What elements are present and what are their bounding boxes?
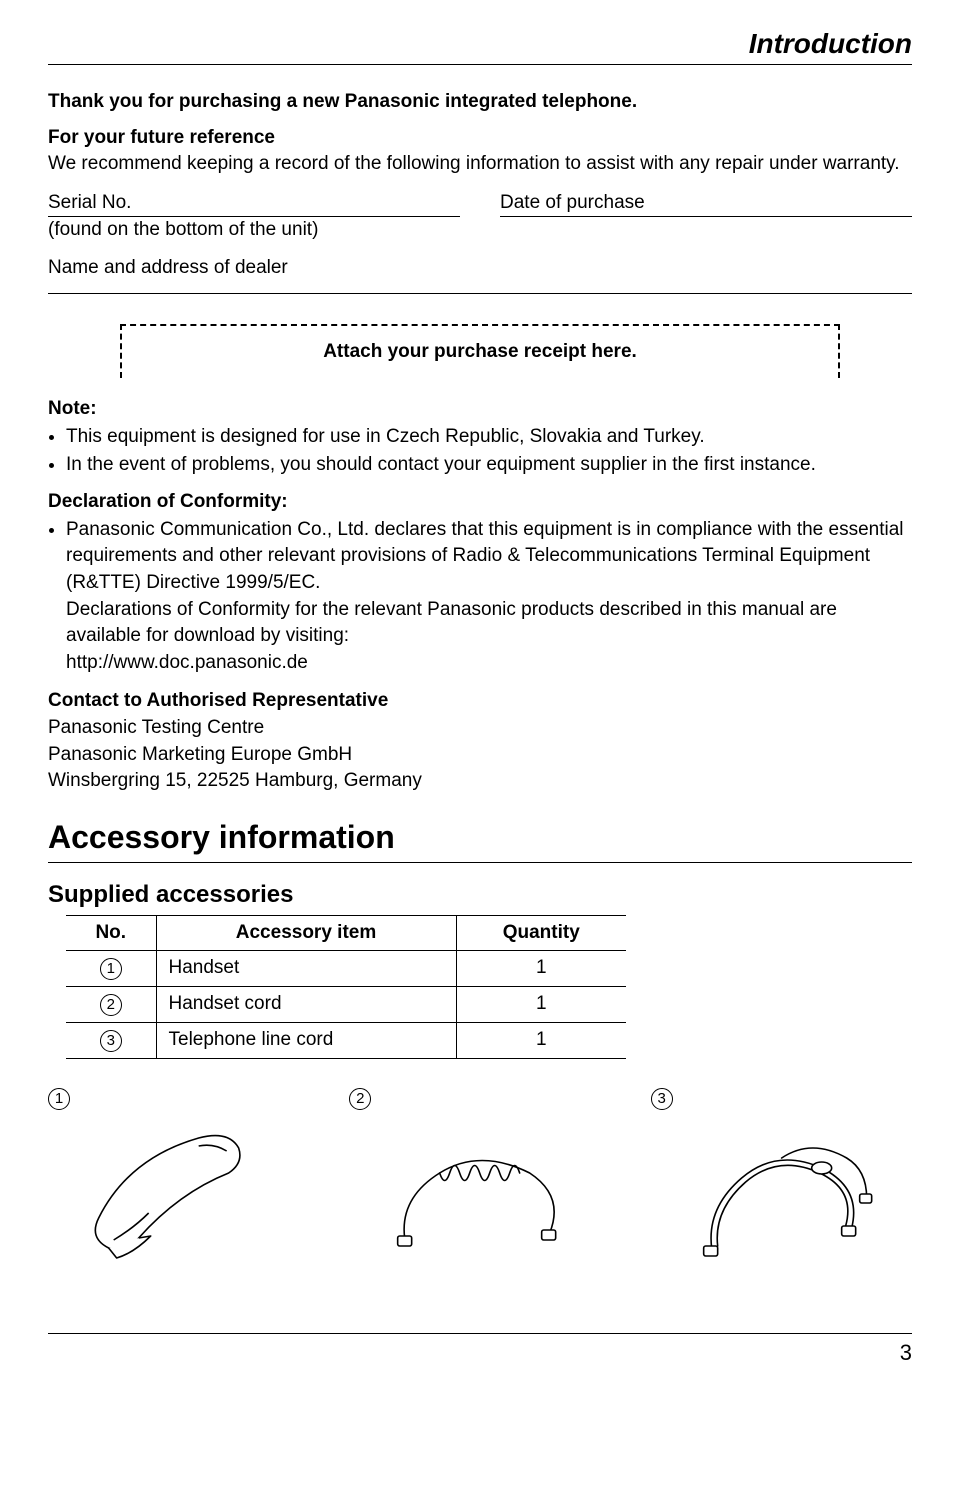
illustration-row: 1 2 3 — [48, 1087, 912, 1273]
serial-no-label: Serial No. — [48, 192, 131, 214]
note-list: This equipment is designed for use in Cz… — [48, 424, 912, 479]
table-row: 1 Handset 1 — [66, 950, 626, 986]
serial-no-field: Serial No. — [48, 192, 460, 217]
illus-label-2: 2 — [349, 1088, 371, 1110]
date-of-purchase-field: Date of purchase — [500, 192, 912, 217]
date-of-purchase-label: Date of purchase — [500, 192, 645, 214]
row-qty: 1 — [456, 950, 626, 986]
contact-line: Panasonic Marketing Europe GmbH — [48, 742, 912, 769]
contact-line: Winsbergring 15, 22525 Hamburg, Germany — [48, 768, 912, 795]
contact-block: Contact to Authorised Representative Pan… — [48, 688, 912, 794]
illus-label-3: 3 — [651, 1088, 673, 1110]
table-row: 2 Handset cord 1 — [66, 986, 626, 1022]
illus-label-1: 1 — [48, 1088, 70, 1110]
title-rule: Introduction — [48, 28, 912, 65]
declaration-url: http://www.doc.panasonic.de — [66, 652, 308, 673]
dealer-label: Name and address of dealer — [48, 257, 288, 278]
footer-rule — [48, 1333, 912, 1334]
receipt-attachment-box: Attach your purchase receipt here. — [120, 324, 840, 378]
supplied-accessories-heading: Supplied accessories — [48, 881, 912, 909]
col-qty: Quantity — [456, 915, 626, 950]
row-qty: 1 — [456, 1022, 626, 1058]
note-item: In the event of problems, you should con… — [66, 452, 912, 479]
handset-cord-icon — [349, 1118, 610, 1268]
contact-heading: Contact to Authorised Representative — [48, 688, 912, 715]
note-item: This equipment is designed for use in Cz… — [66, 424, 912, 451]
thank-you-line: Thank you for purchasing a new Panasonic… — [48, 91, 912, 113]
handset-icon — [48, 1118, 309, 1268]
page-number: 3 — [48, 1340, 912, 1366]
row-no: 1 — [100, 958, 122, 980]
declaration-para1: Panasonic Communication Co., Ltd. declar… — [66, 519, 904, 593]
row-no: 2 — [100, 994, 122, 1016]
future-reference-heading: For your future reference — [48, 127, 912, 149]
row-item: Handset — [156, 950, 456, 986]
dealer-name-field: Name and address of dealer — [48, 257, 912, 294]
row-item: Handset cord — [156, 986, 456, 1022]
future-reference-body: We recommend keeping a record of the fol… — [48, 151, 912, 178]
record-fields-row: Serial No. (found on the bottom of the u… — [48, 192, 912, 241]
page-footer: 3 — [48, 1333, 912, 1366]
note-heading: Note: — [48, 398, 912, 420]
accessories-table: No. Accessory item Quantity 1 Handset 1 … — [66, 915, 626, 1059]
row-item: Telephone line cord — [156, 1022, 456, 1058]
col-no: No. — [66, 915, 156, 950]
col-item: Accessory item — [156, 915, 456, 950]
declaration-item: Panasonic Communication Co., Ltd. declar… — [66, 517, 912, 677]
row-no: 3 — [100, 1030, 122, 1052]
accessory-info-heading: Accessory information — [48, 819, 912, 863]
declaration-heading: Declaration of Conformity: — [48, 491, 912, 513]
table-row: 3 Telephone line cord 1 — [66, 1022, 626, 1058]
declaration-list: Panasonic Communication Co., Ltd. declar… — [48, 517, 912, 677]
receipt-text: Attach your purchase receipt here. — [323, 341, 637, 363]
declaration-para2: Declarations of Conformity for the relev… — [66, 599, 837, 647]
table-header-row: No. Accessory item Quantity — [66, 915, 626, 950]
serial-no-sublabel: (found on the bottom of the unit) — [48, 219, 460, 241]
contact-line: Panasonic Testing Centre — [48, 715, 912, 742]
page-title: Introduction — [48, 28, 912, 60]
line-cord-icon — [651, 1118, 912, 1268]
row-qty: 1 — [456, 986, 626, 1022]
